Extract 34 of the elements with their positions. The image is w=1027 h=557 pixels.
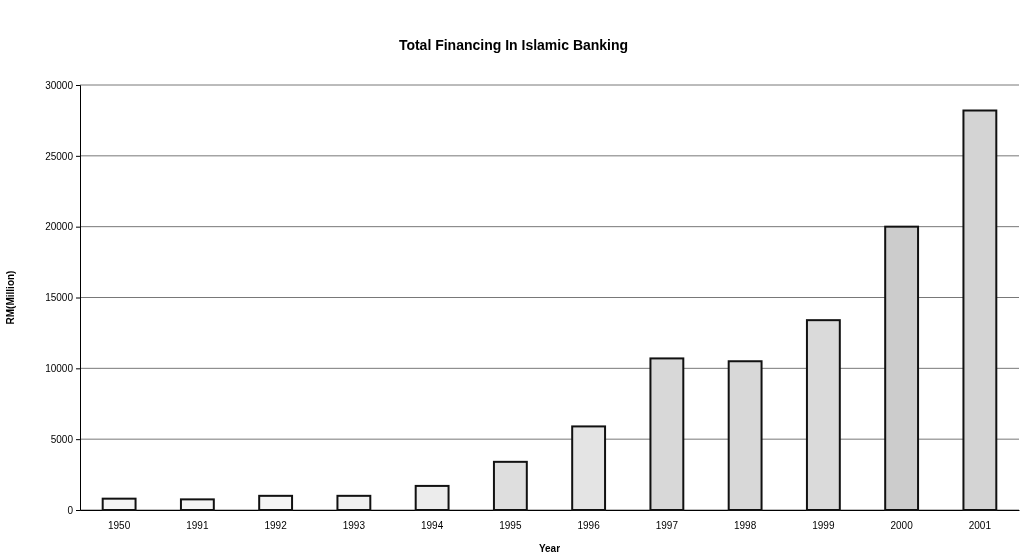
- y-tick-label: 0: [67, 504, 74, 516]
- bar: [962, 109, 998, 511]
- x-tick-label: 1993: [342, 520, 366, 532]
- x-axis-title: Year: [538, 543, 561, 554]
- y-axis-title: RM(Million): [5, 270, 16, 325]
- x-tick-label: 2001: [968, 520, 992, 532]
- x-tick-label: 1997: [655, 520, 679, 532]
- bar: [492, 460, 528, 511]
- x-tick-label: 1999: [812, 520, 835, 532]
- bar: [179, 498, 215, 511]
- y-tick-label: 5000: [50, 433, 74, 445]
- bar: [727, 360, 763, 511]
- x-tick-label: 1994: [421, 520, 444, 532]
- x-tick-label: 1996: [577, 520, 601, 532]
- y-tick-label: 15000: [45, 292, 74, 304]
- x-tick-label: 2000: [890, 520, 914, 532]
- bar: [884, 225, 920, 511]
- chart-title: Total Financing In Islamic Banking: [398, 37, 629, 53]
- bar: [336, 494, 372, 511]
- x-tick-label: 1991: [186, 520, 209, 532]
- x-tick-label: 1992: [264, 520, 288, 532]
- y-tick-label: 25000: [45, 150, 74, 162]
- x-tick-label: 1995: [499, 520, 522, 532]
- x-tick-label: 1950: [108, 520, 131, 532]
- bar: [805, 319, 841, 511]
- x-tick-label: 1998: [734, 520, 757, 532]
- bar: [414, 484, 450, 511]
- bar: [571, 425, 607, 511]
- y-tick-label: 30000: [45, 79, 74, 91]
- y-tick-label: 10000: [45, 363, 74, 375]
- bar: [649, 357, 685, 511]
- y-tick-label: 20000: [45, 221, 74, 233]
- bar: [101, 497, 137, 511]
- bar: [258, 494, 294, 511]
